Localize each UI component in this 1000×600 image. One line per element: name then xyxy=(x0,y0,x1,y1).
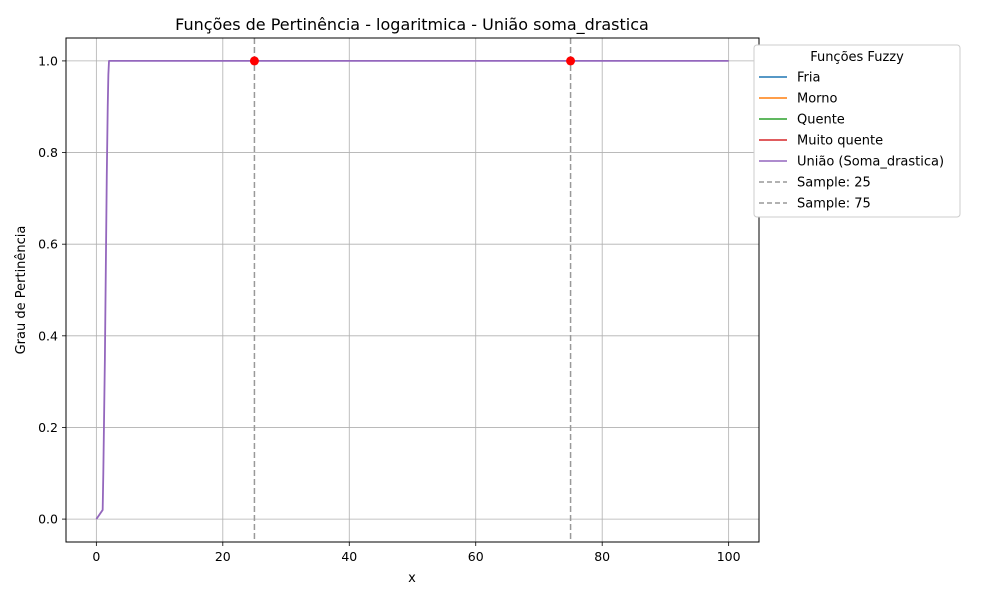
legend-label: União (Soma_drastica) xyxy=(797,155,944,170)
plot-frame xyxy=(65,37,760,543)
y-ticks: 0.0 0.2 0.4 0.6 0.8 1.0 xyxy=(38,53,66,527)
x-axis-label: x xyxy=(408,571,416,586)
y-tick-label: 1.0 xyxy=(38,53,58,68)
y-tick-label: 0.2 xyxy=(38,420,58,435)
legend: Funções Fuzzy Fria Morno Quente Muito quent… xyxy=(753,44,961,218)
chart-title: Funções de Pertinência - logaritmica - U… xyxy=(175,15,649,35)
y-tick-label: 0.6 xyxy=(38,237,58,252)
legend-box xyxy=(753,44,961,218)
x-tick-label: 20 xyxy=(215,549,231,564)
legend-label: Sample: 25 xyxy=(797,176,871,191)
legend-label: Fria xyxy=(797,71,820,86)
legend-entries: Fria Morno Quente Muito quente União (Soma_d… xyxy=(759,71,944,212)
series-group xyxy=(95,60,729,520)
series-line xyxy=(95,60,729,520)
sample-point xyxy=(249,56,259,66)
grid xyxy=(66,38,759,542)
x-tick-label: 100 xyxy=(717,549,741,564)
legend-label: Morno xyxy=(797,92,838,107)
y-tick-label: 0.4 xyxy=(38,328,58,343)
legend-title: Funções Fuzzy xyxy=(810,50,904,65)
legend-label: Quente xyxy=(797,113,845,128)
sample-lines xyxy=(253,38,572,542)
x-ticks: 0 20 40 60 80 100 xyxy=(92,542,741,564)
x-tick-label: 80 xyxy=(594,549,610,564)
sample-points xyxy=(249,56,576,66)
x-tick-label: 40 xyxy=(341,549,357,564)
legend-label: Muito quente xyxy=(797,134,883,149)
y-axis-label: Grau de Pertinência xyxy=(14,226,29,355)
x-tick-label: 60 xyxy=(468,549,484,564)
sample-point xyxy=(566,56,576,66)
x-tick-label: 0 xyxy=(92,549,100,564)
legend-label: Sample: 75 xyxy=(797,197,871,212)
y-tick-label: 0.8 xyxy=(38,145,58,160)
y-tick-label: 0.0 xyxy=(38,512,58,527)
